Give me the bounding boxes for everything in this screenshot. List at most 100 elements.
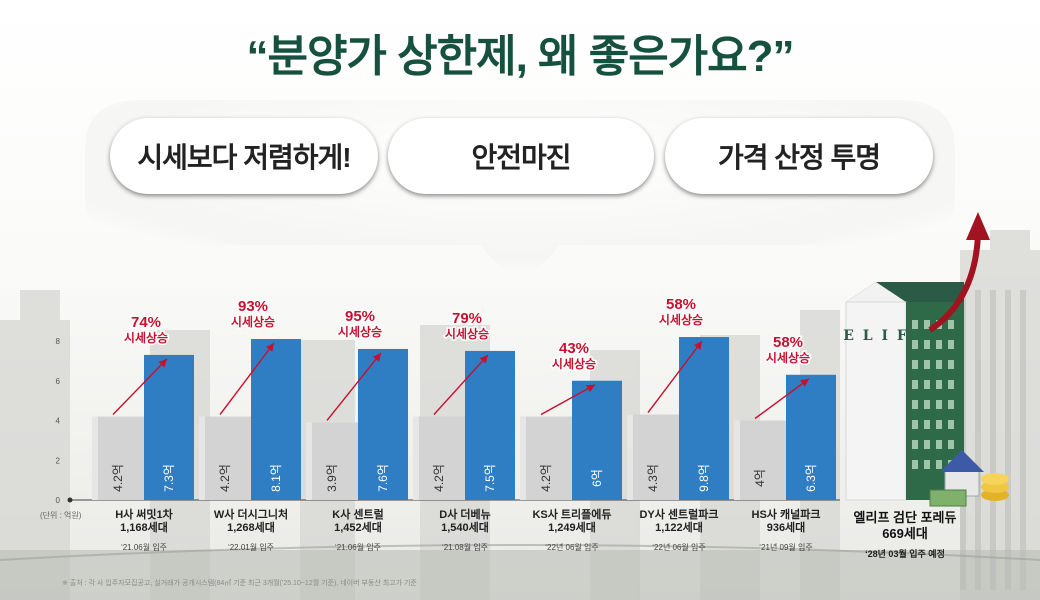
category-date: ‘21.06월 입주	[335, 542, 381, 552]
current-price-bar	[679, 337, 729, 500]
base-price-bar	[734, 420, 786, 500]
current-price-label: 6억	[590, 469, 604, 487]
base-price-label: 4.2억	[432, 464, 446, 492]
building-window	[936, 440, 942, 449]
building-window	[912, 380, 918, 389]
rise-arrow	[540, 384, 596, 416]
category-date: ‘22년 06월 입주	[545, 542, 598, 552]
source-note: ※ 출처 : 각 사 입주자모집공고, 실거래가 공개시스템(84㎡ 기준 최근…	[62, 580, 417, 587]
rise-percent: 58%	[773, 334, 803, 351]
bubble-safety-margin: 안전마진	[388, 118, 654, 194]
category-units: 1,268세대	[227, 520, 275, 534]
growth-arrow-head	[966, 212, 990, 240]
rise-arrow	[112, 358, 168, 416]
category-name: K사 센트럴	[332, 507, 383, 521]
current-price-bar	[144, 354, 194, 500]
rise-arrow	[219, 342, 275, 415]
category-name: DY사 센트럴파크	[639, 507, 718, 521]
y-tick-label: 4	[56, 417, 61, 426]
rise-arrow	[433, 354, 489, 415]
rise-arrow	[647, 340, 703, 413]
rise-percent: 58%	[666, 296, 696, 313]
house-roof-icon	[940, 450, 984, 472]
building-gable	[846, 282, 906, 302]
building-window	[924, 380, 930, 389]
rise-percent: 74%	[131, 314, 161, 331]
current-price-label: 6.3억	[804, 464, 818, 492]
base-price-bar-edge	[92, 416, 98, 500]
category-date: ‘21.08월 입주	[442, 542, 488, 552]
y-tick-label: 0	[56, 496, 61, 505]
building-window	[936, 360, 942, 369]
featured-units: 669세대	[882, 526, 928, 541]
rise-percent: 93%	[238, 298, 268, 315]
category-name: KS사 트리플에듀	[532, 507, 611, 521]
current-price-bar	[465, 350, 515, 500]
current-price-bar	[358, 348, 408, 500]
current-price-label: 7.5억	[483, 464, 497, 492]
bubble-transparent-pricing: 가격 산정 투명	[665, 118, 933, 194]
category-date: ‘22년 06월 입주	[652, 542, 705, 552]
category-date: ‘21.06월 입주	[121, 542, 167, 552]
category-name: H사 써밋1차	[115, 507, 173, 521]
current-price-label: 9.8억	[697, 464, 711, 492]
rise-percent: 43%	[559, 340, 589, 357]
rise-arrow	[326, 352, 382, 421]
growth-arrow	[928, 234, 981, 333]
current-price-label: 7.6억	[376, 464, 390, 492]
current-price-bar	[786, 374, 836, 500]
y-tick-label: 8	[56, 337, 61, 346]
base-price-bar-edge	[413, 416, 419, 500]
building-window	[912, 400, 918, 409]
rise-label: 시세상승	[766, 350, 810, 365]
current-price-label: 7.3억	[162, 464, 176, 492]
category-date: ‘21년 09월 입주	[759, 542, 812, 552]
building-window	[948, 440, 954, 449]
rise-percent: 79%	[452, 310, 482, 327]
category-units: 1,249세대	[548, 520, 596, 534]
base-price-bar-edge	[520, 416, 526, 500]
rise-arrow-head	[586, 384, 595, 393]
building-window	[912, 420, 918, 429]
rise-label: 시세상승	[124, 330, 168, 345]
building-window	[924, 360, 930, 369]
category-date: ‘22.01월 입주	[228, 542, 274, 552]
base-price-label: 4.2억	[539, 464, 553, 492]
rise-arrow	[754, 378, 810, 420]
building-window	[924, 340, 930, 349]
y-tick-label: 2	[56, 456, 61, 465]
base-price-bar	[92, 416, 144, 500]
building-window	[936, 380, 942, 389]
base-price-bar-edge	[627, 414, 633, 500]
building-window	[948, 320, 954, 329]
building-window	[924, 460, 930, 469]
base-price-bar-edge	[199, 416, 205, 500]
category-units: 1,168세대	[120, 520, 168, 534]
rise-arrow-head	[800, 378, 809, 387]
building-window	[948, 420, 954, 429]
category-units: 936세대	[767, 520, 806, 534]
building-window	[912, 440, 918, 449]
building-window	[924, 440, 930, 449]
page-title: “분양가 상한제, 왜 좋은가요?”	[246, 32, 794, 81]
building-window	[948, 360, 954, 369]
elif-sign: E L I F	[843, 328, 909, 344]
base-price-bar	[413, 416, 465, 500]
building-window	[936, 400, 942, 409]
base-price-label: 4.3억	[646, 464, 660, 492]
rise-arrow-head	[693, 341, 702, 350]
base-price-bar	[520, 416, 572, 500]
building-window	[948, 380, 954, 389]
base-price-bar	[199, 416, 251, 500]
category-units: 1,540세대	[441, 520, 489, 534]
building-window	[936, 420, 942, 429]
category-name: HS사 캐널파크	[752, 507, 821, 521]
rise-arrow-head	[479, 354, 488, 364]
y-tick-label: 6	[56, 377, 61, 386]
base-price-bar-edge	[734, 420, 740, 500]
building-front	[845, 301, 907, 501]
coin-icon	[981, 473, 1009, 485]
bubble-cheaper: 시세보다 저렴하게!	[110, 118, 378, 194]
building-window	[912, 460, 918, 469]
